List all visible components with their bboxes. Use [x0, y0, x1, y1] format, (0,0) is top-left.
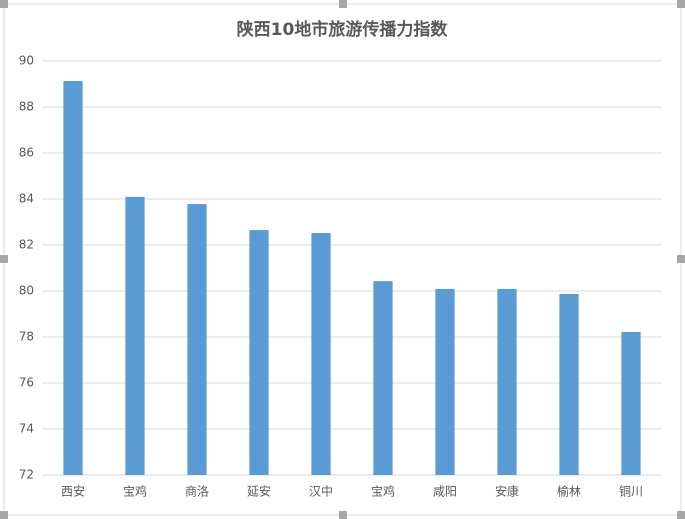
y-tick-label: 84 — [19, 192, 34, 206]
x-tick-label: 宝鸡 — [123, 484, 147, 499]
bar — [311, 233, 331, 475]
bar — [435, 288, 455, 475]
resize-handle[interactable] — [0, 511, 8, 519]
x-tick-label: 铜川 — [619, 484, 643, 499]
y-tick-label: 76 — [19, 376, 34, 390]
bar — [559, 293, 579, 475]
y-tick-label: 88 — [19, 100, 34, 114]
resize-handle[interactable] — [339, 511, 347, 519]
bar — [63, 81, 83, 475]
x-tick-label: 延安 — [247, 484, 271, 499]
resize-handle[interactable] — [0, 255, 8, 263]
x-tick-label: 商洛 — [185, 484, 209, 499]
x-tick-label: 汉中 — [309, 484, 333, 499]
bar — [125, 196, 145, 475]
bar — [373, 281, 393, 475]
resize-handle[interactable] — [677, 0, 685, 8]
resize-handle[interactable] — [339, 0, 347, 8]
bar — [621, 331, 641, 475]
y-tick-label: 86 — [19, 146, 34, 160]
resize-handle[interactable] — [677, 511, 685, 519]
chart-title: 陕西10地市旅游传播力指数 — [237, 19, 449, 40]
chart-border — [3, 3, 682, 516]
x-tick-label: 西安 — [61, 484, 85, 499]
x-tick-label: 安康 — [495, 484, 519, 499]
y-tick-label: 78 — [19, 330, 34, 344]
x-tick-label: 咸阳 — [433, 485, 457, 499]
bar — [249, 230, 269, 475]
resize-handle[interactable] — [677, 255, 685, 263]
bar — [497, 288, 517, 475]
x-tick-label: 榆林 — [557, 484, 581, 499]
y-tick-label: 90 — [19, 54, 34, 68]
y-tick-label: 80 — [19, 284, 34, 298]
y-tick-label: 82 — [19, 238, 34, 252]
x-tick-label: 宝鸡 — [371, 484, 395, 499]
resize-handle[interactable] — [0, 0, 8, 8]
y-tick-label: 72 — [19, 468, 34, 482]
bar — [187, 204, 207, 475]
y-tick-label: 74 — [19, 422, 34, 436]
